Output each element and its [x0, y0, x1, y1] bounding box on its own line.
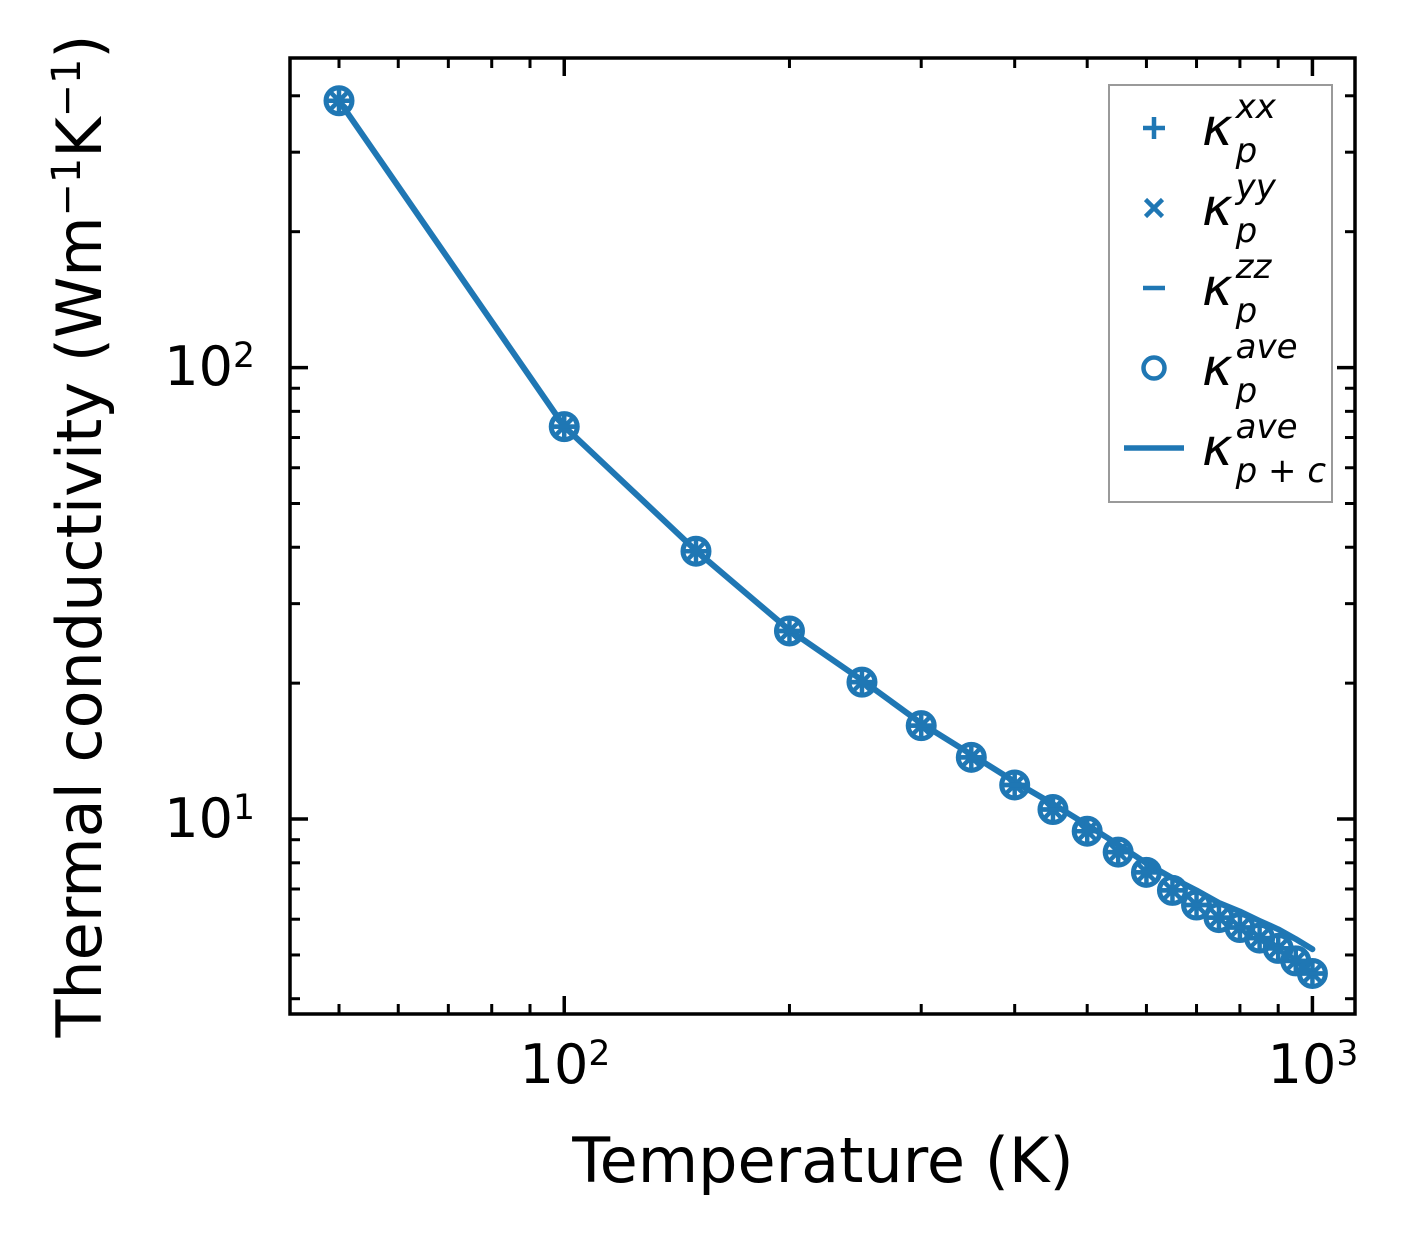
legend-label: κ ave p [1202, 327, 1298, 411]
circle-marker [680, 535, 712, 567]
circle-marker [323, 85, 355, 117]
circle-marker [1130, 856, 1162, 888]
line-icon [1122, 426, 1186, 470]
circle-marker [548, 411, 580, 443]
circle-marker [1296, 957, 1328, 989]
circle-marker [1102, 836, 1134, 868]
x-tick-label-1000: 103 [1267, 1033, 1359, 1096]
x-tick-label-100: 102 [519, 1033, 611, 1096]
circle-marker [1071, 815, 1103, 847]
legend-item-kp-ave: κ ave p [1110, 328, 1331, 408]
circle-marker [1037, 793, 1069, 825]
y-tick-label-10: 101 [164, 786, 255, 850]
legend-item-kpc-ave: κ ave p + c [1110, 408, 1331, 488]
circle-marker [905, 710, 937, 742]
legend-item-kp-yy: κ yy p [1110, 168, 1331, 248]
legend-box: κ xx p κ yy p κ zz p [1108, 84, 1333, 503]
legend-label: κ yy p [1202, 167, 1276, 251]
dash-icon [1122, 266, 1186, 310]
circle-marker [955, 741, 987, 773]
y-tick-label-100: 102 [164, 334, 255, 398]
y-axis-label: Thermal conductivity (Wm−1K−1) [43, 34, 116, 1038]
cross-icon [1122, 186, 1186, 230]
legend-item-kp-zz: κ zz p [1110, 248, 1331, 328]
circle-marker [773, 615, 805, 647]
legend-item-kp-xx: κ xx p [1110, 88, 1331, 168]
x-axis-label: Temperature (K) [572, 1124, 1074, 1197]
circle-icon [1122, 346, 1186, 390]
circle-marker [846, 666, 878, 698]
plot-border [288, 56, 1357, 1016]
legend-label: κ ave p + c [1202, 407, 1327, 491]
circle-marker [999, 769, 1031, 801]
circle-marker [1156, 874, 1188, 906]
circle-marker [1181, 889, 1213, 921]
legend-label: κ xx p [1202, 87, 1276, 171]
legend-label: κ zz p [1202, 247, 1272, 331]
plus-icon [1122, 106, 1186, 150]
